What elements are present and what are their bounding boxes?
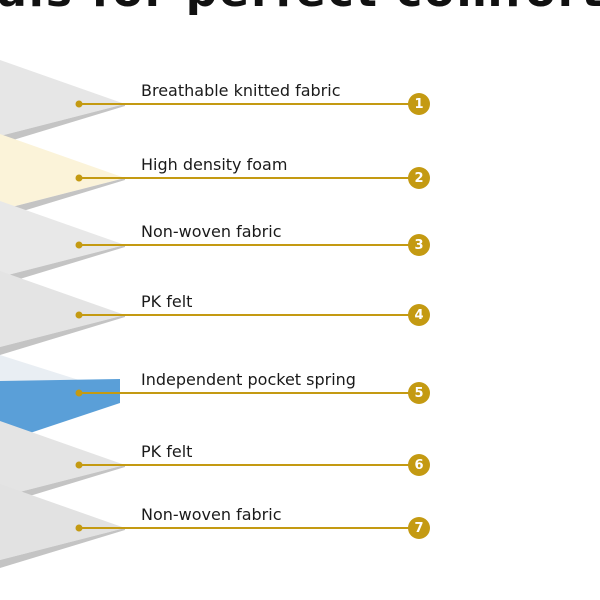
layer-number-badge: 3 [408,234,430,256]
layer-edge [0,178,125,218]
leader-dot [75,461,83,469]
layer-surface [0,201,125,277]
layer-number-badge: 7 [408,517,430,539]
layer-4 [0,271,410,355]
layer-edge [0,245,125,285]
layer-number-badge: 6 [408,454,430,476]
layer-label: Non-woven fabric [141,505,282,524]
leader-dot [75,241,83,249]
layer-label: Independent pocket spring [141,370,356,389]
layer-7 [0,484,410,568]
layer-label: Breathable knitted fabric [141,81,341,100]
layer-number-badge: 2 [408,167,430,189]
layer-surface [0,60,125,136]
layer-6 [0,421,410,505]
layer-number-badge: 5 [408,382,430,404]
layer-surface [0,271,125,347]
layer-surface [0,484,125,560]
layer-edge [0,379,120,443]
layer-number-badge: 1 [408,93,430,115]
layer-1 [0,60,410,144]
layer-surface [0,134,125,210]
leader-dot [75,524,83,532]
leader-dot [75,311,83,319]
layer-label: PK felt [141,292,193,311]
layer-label: High density foam [141,155,288,174]
layer-2 [0,134,410,218]
leader-dot [75,174,83,182]
layer-label: PK felt [141,442,193,461]
layer-edge [0,528,125,568]
layer-5 [0,355,410,443]
layer-surface [0,421,125,497]
layer-3 [0,201,410,285]
layer-number-badge: 4 [408,304,430,326]
page-heading: ials for perfect comfort [0,0,600,17]
layer-edge [0,315,125,355]
leader-dot [75,100,83,108]
layer-edge [0,104,125,144]
leader-dot [75,389,83,397]
layer-label: Non-woven fabric [141,222,282,241]
